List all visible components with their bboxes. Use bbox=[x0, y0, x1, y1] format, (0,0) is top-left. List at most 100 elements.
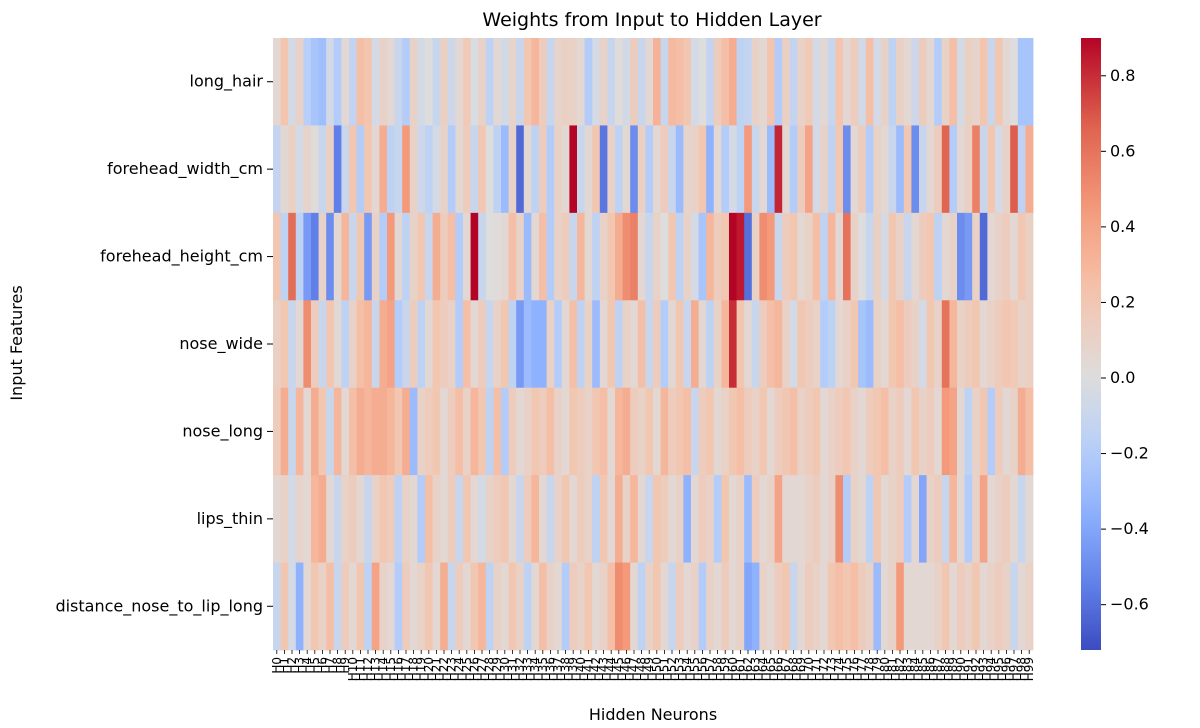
heatmap-cell bbox=[691, 387, 699, 476]
heatmap-cell bbox=[356, 300, 365, 389]
heatmap-cell bbox=[797, 38, 806, 126]
heatmap-cell bbox=[645, 300, 654, 389]
x-tick-label: H34 bbox=[528, 657, 542, 681]
heatmap-cell bbox=[713, 38, 722, 126]
heatmap-cell bbox=[911, 387, 920, 476]
heatmap-cell bbox=[584, 125, 593, 214]
heatmap-cell bbox=[744, 38, 753, 126]
heatmap-cell bbox=[774, 562, 783, 651]
heatmap-cell bbox=[622, 387, 631, 476]
heatmap-cell bbox=[356, 38, 365, 126]
x-tick-label: H47 bbox=[627, 657, 641, 681]
heatmap-cell bbox=[539, 562, 547, 651]
heatmap-cell bbox=[546, 475, 555, 563]
heatmap-cell bbox=[767, 38, 775, 126]
heatmap-cell bbox=[1017, 387, 1026, 476]
heatmap-cell bbox=[615, 212, 623, 301]
heatmap-cell bbox=[873, 125, 882, 214]
heatmap-cell bbox=[941, 300, 950, 389]
heatmap-cell bbox=[349, 38, 357, 126]
heatmap-cell bbox=[356, 212, 365, 301]
heatmap-cell bbox=[447, 38, 456, 126]
heatmap-cell bbox=[546, 212, 555, 301]
heatmap-cell bbox=[584, 562, 593, 651]
colorbar-tick-label: 0.6 bbox=[1110, 141, 1135, 160]
heatmap-cell bbox=[1017, 212, 1026, 301]
heatmap-cell bbox=[501, 387, 509, 476]
x-tick-label: H90 bbox=[954, 657, 968, 681]
heatmap-cell bbox=[721, 562, 730, 651]
heatmap-cell bbox=[440, 125, 449, 214]
heatmap-cell bbox=[858, 125, 867, 214]
heatmap-cell bbox=[501, 475, 509, 563]
heatmap-cell bbox=[569, 125, 578, 214]
heatmap-cell bbox=[501, 300, 509, 389]
heatmap-cell bbox=[402, 38, 411, 126]
heatmap-cell bbox=[470, 475, 479, 563]
heatmap-cell bbox=[972, 125, 981, 214]
heatmap-cell bbox=[926, 475, 935, 563]
heatmap-cell bbox=[736, 38, 745, 126]
heatmap-cell bbox=[653, 475, 661, 563]
heatmap-cell bbox=[865, 475, 874, 563]
heatmap-cell bbox=[896, 387, 905, 476]
heatmap-cell bbox=[691, 38, 699, 126]
x-tick-label: H77 bbox=[855, 657, 869, 681]
heatmap-cell bbox=[379, 212, 388, 301]
heatmap-cell bbox=[805, 38, 813, 126]
heatmap-cell bbox=[721, 38, 730, 126]
heatmap-cell bbox=[843, 212, 851, 301]
heatmap-cell bbox=[979, 38, 988, 126]
heatmap-cell bbox=[941, 125, 950, 214]
heatmap-cell bbox=[941, 387, 950, 476]
heatmap-cell bbox=[501, 562, 509, 651]
heatmap-cell bbox=[280, 475, 289, 563]
x-tick-label: H54 bbox=[680, 657, 694, 681]
heatmap-cell bbox=[318, 125, 327, 214]
heatmap-cell bbox=[622, 38, 631, 126]
heatmap-cell bbox=[387, 38, 395, 126]
heatmap-cell bbox=[698, 212, 707, 301]
heatmap-cell bbox=[607, 562, 616, 651]
x-tick-label: H89 bbox=[946, 657, 960, 681]
heatmap-cell bbox=[379, 562, 388, 651]
heatmap-cell bbox=[425, 38, 433, 126]
heatmap-cell bbox=[1017, 300, 1026, 389]
heatmap-cell bbox=[455, 212, 464, 301]
heatmap-cell bbox=[387, 125, 395, 214]
heatmap-cell bbox=[447, 387, 456, 476]
heatmap-cell bbox=[569, 38, 578, 126]
heatmap-cell bbox=[767, 300, 775, 389]
heatmap-cell bbox=[295, 300, 304, 389]
heatmap-cell bbox=[1010, 300, 1019, 389]
heatmap-cell bbox=[349, 125, 357, 214]
heatmap-cell bbox=[447, 475, 456, 563]
heatmap-cell bbox=[417, 125, 426, 214]
heatmap-cell bbox=[516, 475, 525, 563]
heatmap-cell bbox=[584, 300, 593, 389]
heatmap-cell bbox=[280, 38, 289, 126]
heatmap-cell bbox=[835, 387, 844, 476]
x-tick-label: H30 bbox=[498, 657, 512, 681]
heatmap-cell bbox=[911, 212, 920, 301]
x-tick-label: H9 bbox=[338, 657, 352, 674]
heatmap-cell bbox=[835, 475, 844, 563]
heatmap-cell bbox=[767, 125, 775, 214]
heatmap-cell bbox=[751, 387, 760, 476]
heatmap-cell bbox=[356, 125, 365, 214]
heatmap-cell bbox=[318, 38, 327, 126]
x-tick-label: H31 bbox=[505, 657, 519, 681]
x-tick-label: H32 bbox=[513, 657, 527, 681]
heatmap-cell bbox=[394, 300, 403, 389]
heatmap-cell bbox=[630, 300, 639, 389]
heatmap-cell bbox=[843, 387, 851, 476]
heatmap-cell bbox=[577, 125, 585, 214]
heatmap-cell bbox=[516, 300, 525, 389]
heatmap-cell bbox=[554, 125, 563, 214]
heatmap-cell bbox=[896, 38, 905, 126]
x-tick-label: H26 bbox=[467, 657, 481, 681]
x-tick-label: H5 bbox=[308, 657, 322, 674]
heatmap-cell bbox=[858, 475, 867, 563]
heatmap-cell bbox=[440, 387, 449, 476]
heatmap-cell bbox=[371, 38, 380, 126]
